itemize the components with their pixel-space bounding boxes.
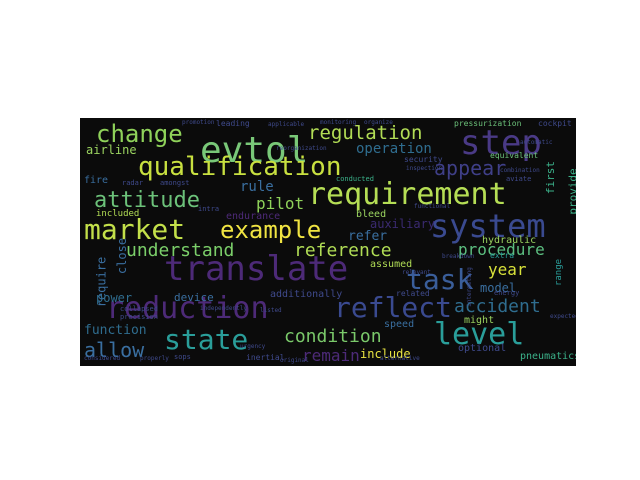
word-reflect: reflect: [334, 291, 453, 324]
word-provide: provide: [566, 168, 576, 215]
word-allow: allow: [84, 338, 145, 362]
word-requirement: requirement: [308, 177, 507, 212]
word-inspection: inspection: [406, 165, 443, 172]
word-sops: sops: [174, 353, 191, 361]
word-power: power: [96, 291, 133, 305]
word-included: included: [96, 209, 140, 219]
word-equivalent: equivalent: [490, 151, 539, 160]
word-amongst: amongst: [160, 179, 190, 187]
word-example: example: [220, 216, 322, 244]
word-attitude: attitude: [94, 188, 200, 213]
word-remain: remain: [302, 346, 360, 365]
word-precision: precision: [120, 313, 158, 321]
word-step: step: [460, 123, 542, 163]
word-auxiliary: auxiliary: [370, 217, 436, 231]
word-pressurization: pressurization: [454, 119, 522, 128]
word-hydraulic: hydraulic: [482, 235, 537, 246]
word-alternative: alternative: [380, 355, 420, 362]
word-collapsed: collapsed: [120, 305, 158, 313]
word-include: include: [360, 347, 411, 361]
word-automatic: automatic: [520, 139, 553, 146]
word-speed: speed: [384, 319, 415, 330]
word-level: level: [434, 317, 525, 352]
word-airline: airline: [86, 143, 137, 157]
word-operation: operation: [356, 141, 432, 157]
word-procedure: procedure: [458, 240, 545, 259]
word-aviate: aviate: [506, 175, 532, 183]
word-inertial: inertial: [246, 353, 285, 362]
word-condition: condition: [284, 326, 382, 347]
word-device: device: [174, 291, 214, 304]
word-interesting: interesting: [465, 267, 473, 307]
word-security: security: [404, 155, 443, 164]
word-related: related: [396, 289, 430, 298]
word-refer: refer: [348, 229, 388, 244]
word-close: close: [115, 237, 130, 275]
word-cloud: evtol step change regulation qualificati…: [80, 118, 576, 366]
word-fire: fire: [84, 175, 109, 186]
word-rule: rule: [240, 179, 274, 195]
word-independently: independently: [200, 305, 247, 312]
word-leading: leading: [216, 119, 250, 128]
word-appear: appear: [434, 156, 507, 180]
word-assumed: assumed: [370, 259, 413, 270]
word-listed: listed: [260, 307, 282, 314]
word-energy: energy: [494, 289, 520, 297]
word-optional: optional: [458, 343, 507, 354]
word-model: model: [480, 281, 517, 295]
word-endurance: endurance: [226, 211, 281, 222]
word-properly: properly: [140, 355, 169, 362]
word-conducted: conducted: [336, 175, 374, 183]
word-relevant: relevant: [402, 269, 431, 276]
word-combination: combination: [500, 167, 540, 174]
word-pneumatics: pneumatics: [520, 351, 576, 362]
word-radar: radar: [122, 179, 144, 187]
word-task: task: [406, 263, 474, 296]
word-monitoring: monitoring: [320, 119, 357, 126]
word-organize: organize: [364, 119, 393, 126]
word-market: market: [84, 213, 186, 246]
word-system: system: [430, 207, 546, 245]
word-reorganization: reorganization: [276, 145, 327, 152]
word-understand: understand: [126, 240, 235, 261]
word-intra: intra: [198, 205, 220, 213]
word-state: state: [164, 323, 249, 356]
word-bleed: bleed: [356, 209, 387, 220]
word-translate: translate: [164, 249, 349, 289]
word-expected: expected: [550, 313, 576, 320]
word-reference: reference: [294, 240, 392, 261]
word-breakdown: breakdown: [442, 253, 475, 260]
word-applicable: applicable: [268, 121, 305, 128]
word-urgency: urgency: [240, 343, 266, 350]
word-original: original: [280, 357, 309, 364]
word-qualification: qualification: [138, 152, 342, 182]
word-pilot: pilot: [256, 194, 305, 213]
word-considered: considered: [84, 355, 121, 362]
word-function: function: [84, 323, 147, 338]
word-might: might: [464, 315, 495, 326]
word-reduction: reduction: [106, 291, 269, 326]
word-range: range: [554, 258, 565, 287]
word-change: change: [96, 120, 183, 148]
word-evtol: evtol: [200, 130, 309, 171]
word-extra: extra: [490, 251, 515, 260]
word-year: year: [488, 260, 527, 279]
word-functional: functional: [414, 203, 451, 210]
word-regulation: regulation: [308, 122, 423, 144]
word-accident: accident: [454, 296, 541, 317]
word-promotion: promotion: [182, 119, 215, 126]
word-additionally: additionally: [270, 289, 343, 300]
word-cockpit: cockpit: [538, 119, 572, 128]
word-first: first: [544, 160, 558, 195]
